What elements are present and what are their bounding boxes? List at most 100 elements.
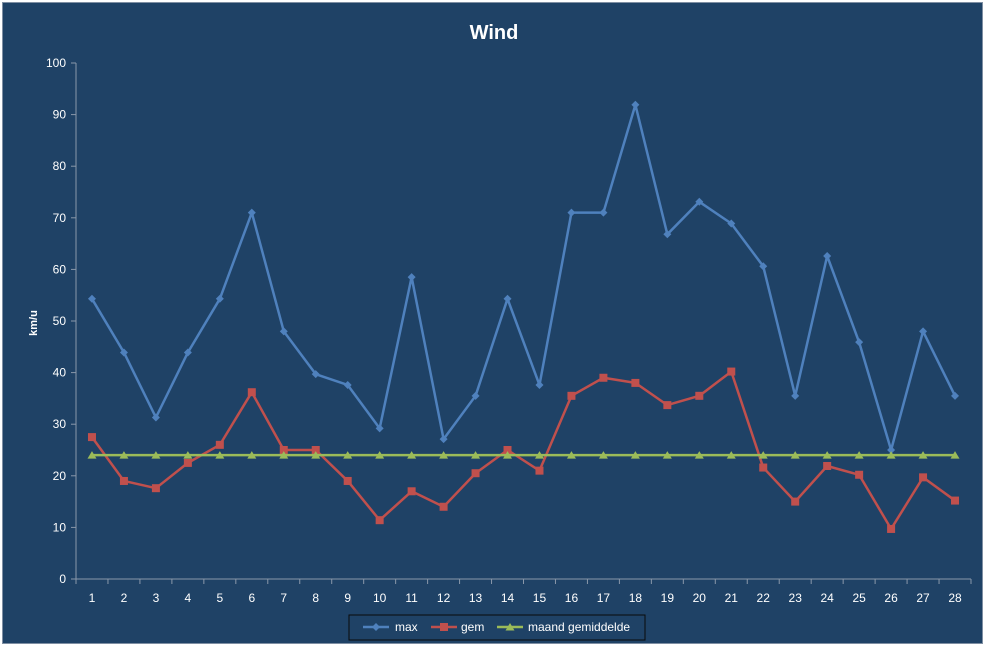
x-tick-label: 5 [216,591,223,605]
data-point-maand-gemiddelde [119,451,129,459]
data-point-gem [503,446,512,454]
x-tick-label: 27 [916,591,930,605]
y-tick-label: 70 [53,211,67,225]
legend-label: maand gemiddelde [528,620,630,634]
data-point-maand-gemiddelde [726,451,736,459]
data-point-maand-gemiddelde [758,451,768,459]
x-tick-label: 28 [948,591,962,605]
series-line-gem [90,370,956,531]
data-point-gem [791,497,800,506]
y-tick-label: 80 [53,159,67,173]
data-point-max [311,370,320,379]
data-point-max [87,294,96,303]
data-point-max [919,327,928,336]
x-tick-label: 15 [533,591,547,605]
data-point-max [727,219,736,228]
data-point-gem [727,367,736,376]
y-axis-label: km/u [28,310,40,336]
data-point-gem [375,516,384,525]
legend-box [348,614,646,641]
x-tick-label: 12 [437,591,451,605]
legend: max gem maand gemiddelde [348,614,646,641]
data-point-maand-gemiddelde [822,451,832,459]
data-point-max [791,391,800,400]
data-point-maand-gemiddelde [279,451,289,459]
data-point-maand-gemiddelde [630,451,640,459]
x-tick-label: 26 [884,591,898,605]
x-tick-label: 22 [757,591,771,605]
data-point-maand-gemiddelde [886,451,896,459]
series-maand-gemiddelde [87,451,960,459]
y-tick-label: 0 [59,572,66,586]
y-tick-label: 10 [53,520,67,534]
data-point-maand-gemiddelde [87,451,97,459]
data-point-gem [311,446,320,454]
x-tick-label: 14 [501,591,515,605]
x-tick-label: 24 [820,591,834,605]
legend-marker [440,623,448,631]
x-tick-label: 18 [629,591,643,605]
data-point-gem [855,470,864,479]
x-tick-label: 8 [312,591,319,605]
data-point-max [823,251,832,260]
data-point-max [279,327,288,336]
x-tick-label: 21 [725,591,739,605]
data-point-maand-gemiddelde [534,451,544,459]
data-point-max [759,262,768,271]
x-tick-label: 9 [344,591,351,605]
data-point-max [215,294,224,303]
y-tick-label: 40 [53,366,67,380]
x-tick-label: 10 [373,591,387,605]
data-point-maand-gemiddelde [790,451,800,459]
data-point-gem [759,463,768,472]
data-point-max [695,197,704,206]
data-point-maand-gemiddelde [918,451,928,459]
data-point-gem [631,378,640,387]
data-point-gem [151,484,160,493]
y-tick-label: 20 [53,469,67,483]
x-tick-label: 17 [597,591,611,605]
y-tick-label: 30 [53,417,67,431]
data-point-max [855,338,864,347]
data-point-max [119,348,128,357]
data-point-gem [663,401,672,410]
data-point-max [631,100,640,109]
data-point-maand-gemiddelde [694,451,704,459]
data-point-maand-gemiddelde [950,451,960,459]
data-point-maand-gemiddelde [151,451,161,459]
data-point-gem [695,391,704,400]
data-point-maand-gemiddelde [183,451,193,459]
x-tick-label: 25 [852,591,866,605]
data-point-gem [183,458,192,467]
data-point-gem [407,487,416,496]
data-point-max [535,380,544,389]
data-point-gem [567,391,576,400]
data-point-maand-gemiddelde [566,451,576,459]
data-point-gem [119,476,128,485]
data-point-max [407,273,416,282]
data-point-gem [87,433,96,442]
data-point-maand-gemiddelde [375,451,385,459]
data-point-max [951,391,960,400]
y-tick-label: 100 [46,56,66,70]
data-point-gem [887,524,896,533]
y-tick-label: 60 [53,262,67,276]
legend-marker [372,623,380,631]
series-max [87,100,960,454]
data-point-gem [343,476,352,485]
data-point-maand-gemiddelde [598,451,608,459]
data-point-maand-gemiddelde [471,451,481,459]
x-tick-label: 19 [661,591,675,605]
data-point-gem [535,466,544,475]
data-point-maand-gemiddelde [439,451,449,459]
legend-label: max [395,620,418,634]
legend-label: gem [461,620,484,634]
series-line-max [90,103,957,452]
data-point-max [663,230,672,239]
data-point-maand-gemiddelde [407,451,417,459]
data-point-maand-gemiddelde [247,451,257,459]
data-point-maand-gemiddelde [662,451,672,459]
